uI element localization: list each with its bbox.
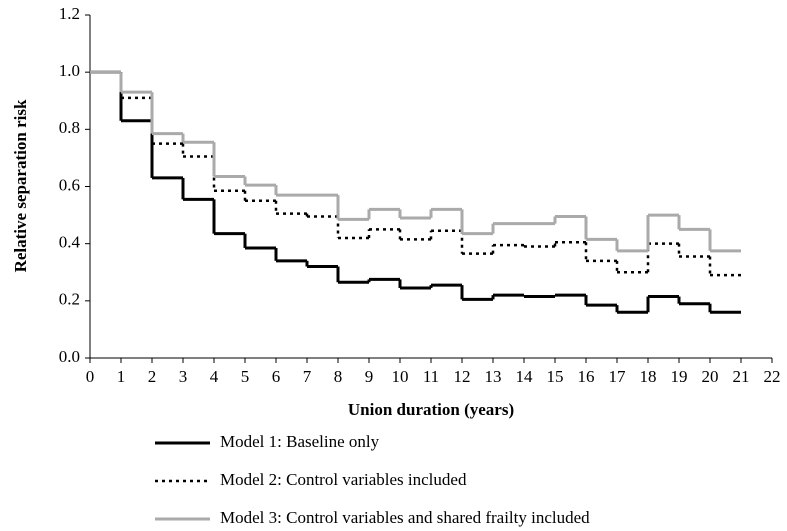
- y-tick-label: 0.8: [59, 118, 80, 137]
- x-tick-label: 21: [733, 367, 750, 386]
- x-tick-label: 7: [303, 367, 312, 386]
- y-tick-label: 1.2: [59, 4, 80, 23]
- x-tick-label: 13: [485, 367, 502, 386]
- x-tick-label: 19: [671, 367, 688, 386]
- x-tick-label: 16: [578, 367, 595, 386]
- x-tick-label: 1: [117, 367, 126, 386]
- y-tick-label: 1.0: [59, 61, 80, 80]
- legend-label: Model 3: Control variables and shared fr…: [220, 508, 590, 527]
- x-tick-label: 11: [423, 367, 439, 386]
- legend-label: Model 1: Baseline only: [220, 432, 380, 451]
- x-tick-label: 22: [764, 367, 781, 386]
- x-tick-label: 8: [334, 367, 343, 386]
- x-tick-label: 10: [392, 367, 409, 386]
- y-tick-label: 0.0: [59, 347, 80, 366]
- y-tick-label: 0.2: [59, 290, 80, 309]
- x-tick-label: 6: [272, 367, 281, 386]
- y-tick-label: 0.4: [59, 233, 81, 252]
- x-tick-label: 15: [547, 367, 564, 386]
- x-tick-label: 3: [179, 367, 188, 386]
- x-axis-label: Union duration (years): [348, 400, 514, 419]
- x-tick-label: 5: [241, 367, 250, 386]
- x-tick-label: 0: [86, 367, 95, 386]
- x-tick-label: 4: [210, 367, 219, 386]
- x-tick-label: 12: [454, 367, 471, 386]
- x-tick-label: 9: [365, 367, 374, 386]
- x-tick-label: 17: [609, 367, 627, 386]
- x-tick-label: 2: [148, 367, 157, 386]
- y-tick-label: 0.6: [59, 175, 80, 194]
- y-axis-label: Relative separation risk: [11, 99, 30, 272]
- legend-label: Model 2: Control variables included: [220, 470, 467, 489]
- x-tick-label: 18: [640, 367, 657, 386]
- x-tick-label: 20: [702, 367, 719, 386]
- x-tick-label: 14: [516, 367, 534, 386]
